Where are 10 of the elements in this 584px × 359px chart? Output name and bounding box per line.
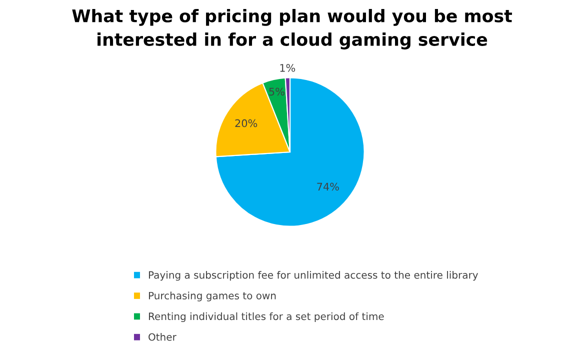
data-label: 1% xyxy=(280,64,296,72)
legend-label: Renting individual titles for a set period of time xyxy=(148,312,384,322)
legend-label: Purchasing games to own xyxy=(148,292,276,302)
data-label: 20% xyxy=(235,119,258,128)
data-label: 74% xyxy=(317,182,339,191)
chart-title: What type of pricing plan would you be most interested in for a cloud gaming service xyxy=(72,8,512,50)
data-label: 5% xyxy=(269,88,284,96)
pie-slice xyxy=(215,77,365,227)
legend-label: Other xyxy=(148,333,176,341)
legend-label: Paying a subscription fee for unlimited access to the entire library xyxy=(148,271,478,281)
